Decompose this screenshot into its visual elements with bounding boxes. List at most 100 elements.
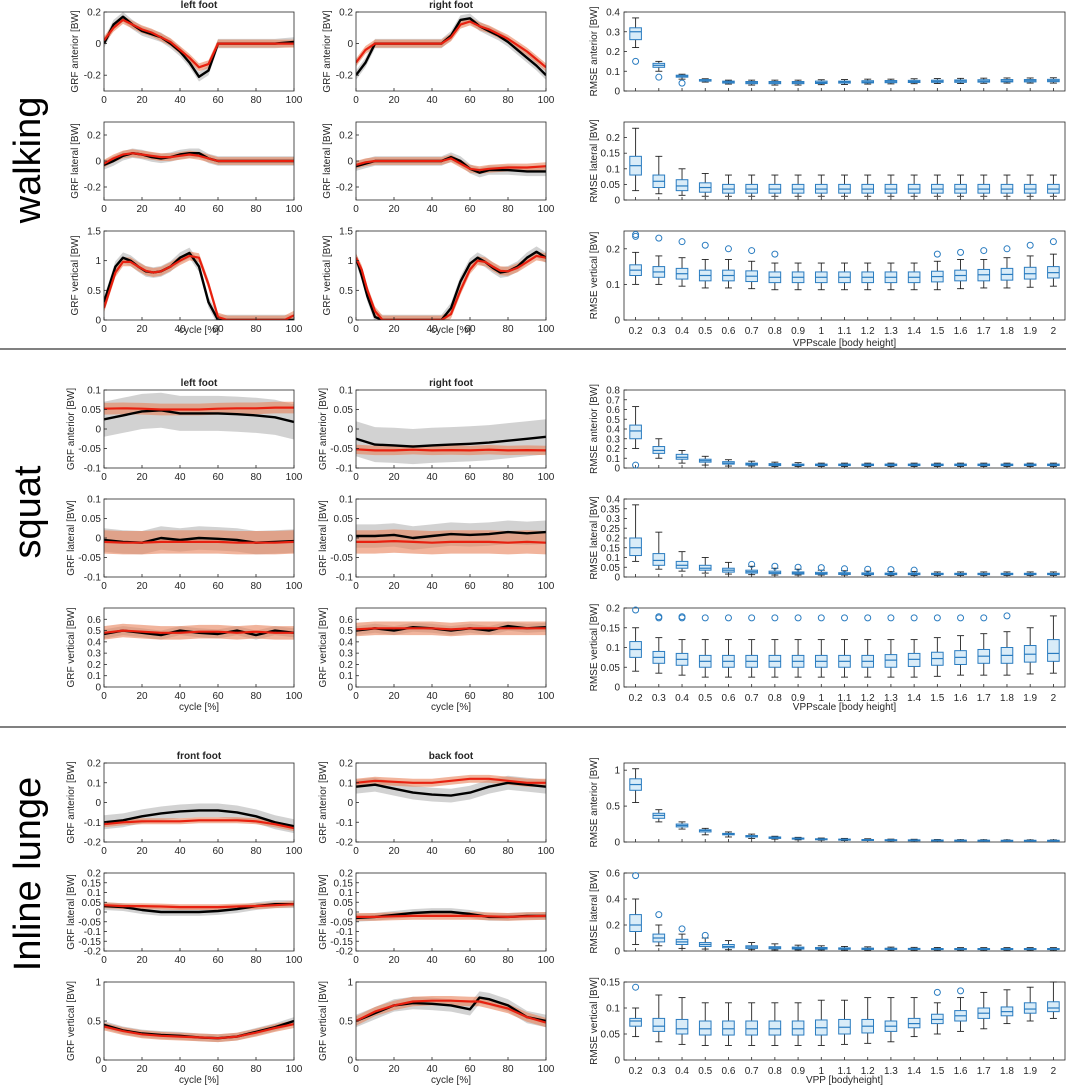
y-tick-label: 0.1 xyxy=(606,1004,620,1015)
box-0.3 xyxy=(652,255,666,285)
box-1 xyxy=(814,945,828,951)
y-tick-label: 0.15 xyxy=(601,978,621,989)
x-tick-label: 80 xyxy=(502,691,514,702)
x-tick-label: 20 xyxy=(136,204,148,215)
box-1.4 xyxy=(907,946,921,951)
axes-box xyxy=(103,981,295,1061)
category-label: 1.1 xyxy=(838,326,852,337)
category-label: 0.8 xyxy=(768,693,782,704)
model-line xyxy=(356,627,546,631)
x-tick-label: 100 xyxy=(538,324,555,335)
y-tick-label: 0 xyxy=(347,157,353,168)
box-1.3 xyxy=(884,838,898,842)
y-tick-label: -0.15 xyxy=(330,937,353,948)
x-tick-label: 20 xyxy=(136,581,148,592)
category-label: 0.9 xyxy=(791,693,805,704)
x-tick-label: 0 xyxy=(353,324,359,335)
x-tick-label: 60 xyxy=(212,95,224,106)
category-label: 1.9 xyxy=(1023,1066,1037,1077)
y-tick-label: 0.4 xyxy=(606,495,620,506)
box-0.3 xyxy=(652,924,666,947)
category-label: 0.4 xyxy=(675,1066,689,1077)
y-tick-label: -0.15 xyxy=(78,937,101,948)
model-line xyxy=(104,152,294,165)
y-axis-label: RMSE anterior [BW] xyxy=(589,384,600,474)
category-label: 1 xyxy=(819,1066,825,1077)
x-tick-label: 0 xyxy=(101,955,107,966)
y-tick-label: 0.05 xyxy=(334,514,354,525)
panel-title: right foot xyxy=(429,378,474,389)
x-tick-label: 0 xyxy=(101,324,107,335)
box-2 xyxy=(1047,174,1060,197)
y-tick-label: 0.1 xyxy=(339,888,353,899)
y-axis-label: GRF anterior [BW] xyxy=(318,388,329,470)
box-1.6 xyxy=(954,259,967,290)
box-1.1 xyxy=(838,262,851,291)
section-label-squat: squat xyxy=(7,465,49,558)
category-label: 0.6 xyxy=(721,1066,735,1077)
box-0.6 xyxy=(722,561,735,575)
y-tick-label: 0.2 xyxy=(606,244,620,255)
x-axis-label: cycle [%] xyxy=(431,1075,471,1086)
box-1.3 xyxy=(884,997,898,1043)
y-tick-label: 0.5 xyxy=(87,1017,101,1028)
y-tick-label: 0.2 xyxy=(606,604,620,615)
outlier-point xyxy=(1049,238,1057,246)
panel-content xyxy=(356,621,546,637)
box-1.6 xyxy=(954,635,967,676)
box-1.8 xyxy=(1000,257,1014,289)
panel-content xyxy=(104,900,294,916)
box-1.1 xyxy=(838,946,851,951)
y-tick-label: 0.3 xyxy=(606,27,620,38)
x-tick-label: 60 xyxy=(212,955,224,966)
y-tick-label: 0.2 xyxy=(87,8,101,19)
y-tick-label: -0.2 xyxy=(336,838,354,849)
y-axis-label: GRF vertical [BW] xyxy=(66,607,77,687)
category-label: 1.3 xyxy=(884,326,898,337)
category-label: 0.9 xyxy=(791,1066,805,1077)
y-tick-label: 0.1 xyxy=(87,495,101,506)
rmse-boxplot-panel: 0 0.2 0.4 0.6 RMSE lateral [BW] xyxy=(589,869,1066,958)
x-tick-label: 80 xyxy=(502,95,514,106)
box-1.9 xyxy=(1023,986,1037,1022)
panel-content xyxy=(356,13,546,80)
x-tick-label: 0 xyxy=(353,581,359,592)
box-0.5 xyxy=(698,1002,712,1046)
y-axis-label: GRF vertical [BW] xyxy=(318,607,329,687)
outlier-point xyxy=(771,250,779,258)
outlier-point xyxy=(817,614,825,622)
x-tick-label: 80 xyxy=(250,95,262,106)
model-line xyxy=(104,629,294,634)
box-1.1 xyxy=(838,79,851,85)
y-tick-label: 0.4 xyxy=(606,8,620,19)
x-tick-label: 80 xyxy=(502,581,514,592)
x-tick-label: 0 xyxy=(101,846,107,857)
box-2 xyxy=(1047,947,1060,951)
box xyxy=(1047,639,1060,662)
x-tick-label: 0 xyxy=(353,691,359,702)
category-label: 0.4 xyxy=(675,326,689,337)
panel-title: front foot xyxy=(177,751,222,762)
x-tick-label: 60 xyxy=(464,1064,476,1075)
box-0.8 xyxy=(768,174,782,197)
box-1.7 xyxy=(977,77,991,84)
category-label: 1.5 xyxy=(930,693,944,704)
box xyxy=(1023,1002,1037,1014)
axes-box xyxy=(623,389,1066,469)
outlier-point xyxy=(632,983,640,991)
model-line xyxy=(356,914,546,918)
rmse-boxplot-panel: 0 0.1 0.2 0.3 0.4 RMSE anterior [BW] xyxy=(589,6,1066,98)
y-tick-label: 0 xyxy=(347,798,353,809)
outlier-point xyxy=(910,566,918,574)
y-tick-label: 0 xyxy=(614,683,620,694)
box-1.8 xyxy=(1000,989,1014,1025)
box-1.1 xyxy=(838,639,851,678)
grf-panel: -0.1 -0.05 0 0.05 0.1 0 20 40 60 80 100 GRF anterio… xyxy=(318,378,555,483)
outlier-point xyxy=(794,614,802,622)
panel-content xyxy=(104,1017,294,1043)
x-tick-label: 60 xyxy=(212,691,224,702)
y-tick-label: 0.3 xyxy=(606,434,620,445)
